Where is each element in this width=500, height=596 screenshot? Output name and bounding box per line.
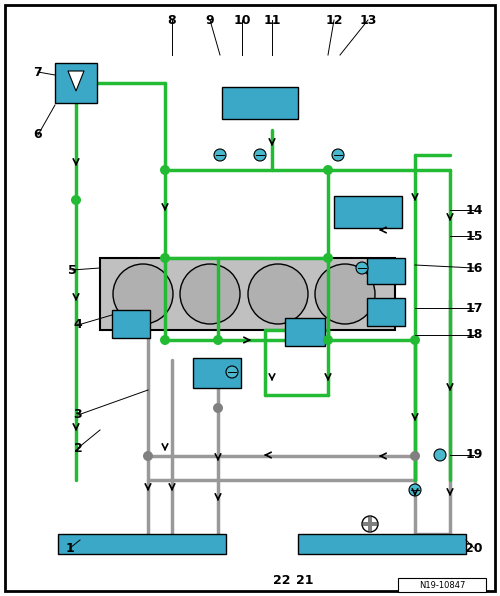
Text: 16: 16 <box>466 262 482 275</box>
Bar <box>222 87 298 119</box>
Circle shape <box>214 149 226 161</box>
Circle shape <box>160 253 170 263</box>
Circle shape <box>213 335 223 345</box>
Circle shape <box>180 264 240 324</box>
Text: 14: 14 <box>465 203 483 216</box>
Circle shape <box>410 335 420 345</box>
Text: 19: 19 <box>466 449 482 461</box>
Bar <box>58 534 226 554</box>
Bar <box>368 517 372 531</box>
Text: 11: 11 <box>263 14 281 26</box>
Text: 6: 6 <box>34 129 42 141</box>
Circle shape <box>113 264 173 324</box>
Bar <box>398 578 486 592</box>
Text: 5: 5 <box>68 263 76 277</box>
Bar <box>334 196 402 228</box>
Circle shape <box>143 451 153 461</box>
Polygon shape <box>68 71 84 91</box>
Bar <box>363 522 377 526</box>
Text: 2: 2 <box>74 442 82 455</box>
Text: 22: 22 <box>273 573 291 586</box>
Circle shape <box>323 253 333 263</box>
Bar <box>100 258 395 330</box>
Circle shape <box>160 335 170 345</box>
Circle shape <box>410 451 420 461</box>
Text: 18: 18 <box>466 328 482 342</box>
Text: 1: 1 <box>66 542 74 554</box>
Circle shape <box>160 165 170 175</box>
Circle shape <box>323 335 333 345</box>
Text: 21: 21 <box>296 573 314 586</box>
Bar <box>112 310 150 338</box>
Circle shape <box>315 264 375 324</box>
Circle shape <box>332 149 344 161</box>
Circle shape <box>254 149 266 161</box>
Text: 7: 7 <box>34 66 42 79</box>
Text: 3: 3 <box>74 408 82 421</box>
Text: 4: 4 <box>74 318 82 331</box>
Text: 15: 15 <box>465 229 483 243</box>
Bar <box>55 63 97 103</box>
Bar <box>193 358 241 388</box>
Circle shape <box>323 165 333 175</box>
Bar <box>367 298 405 326</box>
Circle shape <box>71 195 81 205</box>
Circle shape <box>226 366 238 378</box>
Text: 13: 13 <box>360 14 376 26</box>
Text: 20: 20 <box>465 542 483 554</box>
Bar <box>367 258 405 284</box>
Text: 9: 9 <box>206 14 214 26</box>
Text: N19-10847: N19-10847 <box>419 581 465 589</box>
Bar <box>285 318 325 346</box>
Bar <box>298 534 466 554</box>
Circle shape <box>434 449 446 461</box>
Circle shape <box>409 484 421 496</box>
Circle shape <box>362 516 378 532</box>
Circle shape <box>248 264 308 324</box>
Text: 17: 17 <box>465 302 483 315</box>
Circle shape <box>356 262 368 274</box>
Text: 12: 12 <box>325 14 343 26</box>
Text: 8: 8 <box>168 14 176 26</box>
Text: 10: 10 <box>233 14 251 26</box>
Circle shape <box>213 403 223 413</box>
